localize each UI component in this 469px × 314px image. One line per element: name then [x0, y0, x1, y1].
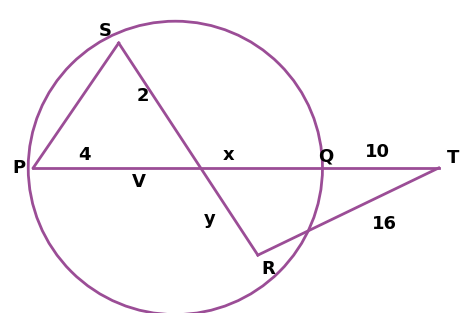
Text: P: P: [13, 159, 26, 177]
Text: 4: 4: [79, 146, 91, 164]
Text: Q: Q: [318, 147, 333, 165]
Text: R: R: [261, 260, 275, 278]
Text: 16: 16: [371, 215, 397, 233]
Text: y: y: [204, 210, 216, 229]
Text: V: V: [132, 173, 145, 191]
Text: x: x: [222, 146, 234, 164]
Text: T: T: [446, 149, 459, 167]
Text: S: S: [98, 22, 111, 40]
Text: 2: 2: [136, 87, 149, 105]
Text: 10: 10: [365, 143, 390, 161]
